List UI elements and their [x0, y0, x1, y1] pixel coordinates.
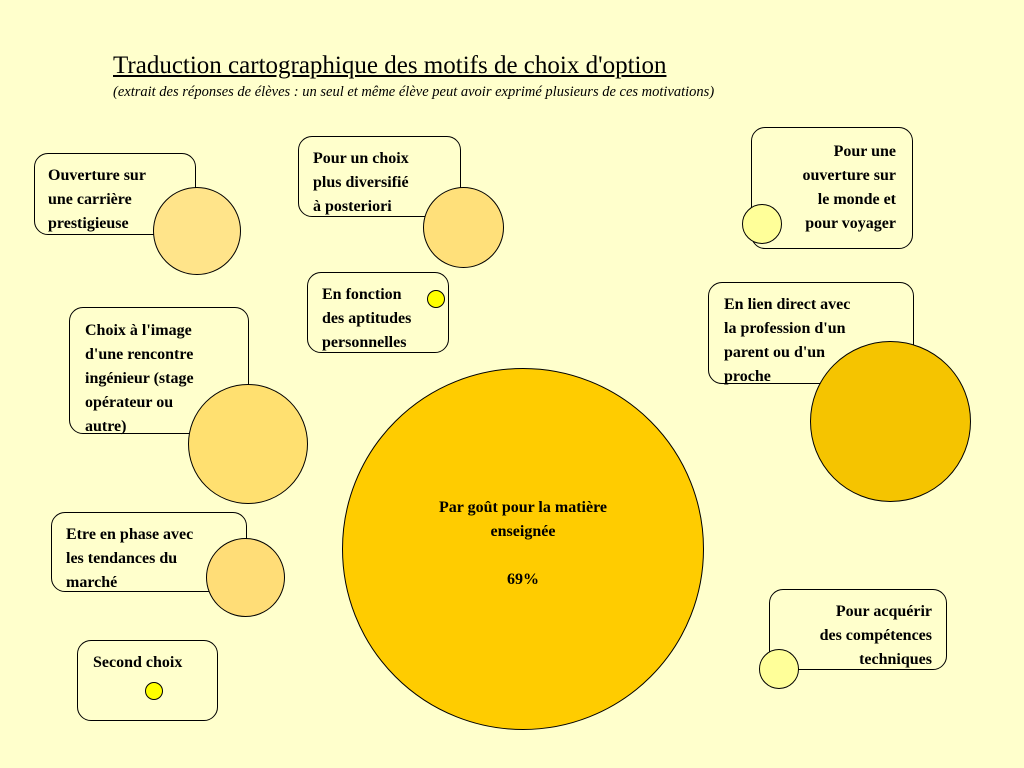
motif-label-parent: En lien direct avec la profession d'un p… [724, 296, 851, 385]
motif-circle-competences [759, 649, 799, 689]
motif-circle-second [145, 682, 163, 700]
motif-circle-parent [810, 341, 971, 502]
motif-circle-gout [342, 368, 704, 730]
motif-circle-monde [742, 204, 782, 244]
motif-value-gout: 69% [507, 571, 539, 588]
motif-box-carriere: Ouverture sur une carrière prestigieuse [34, 153, 196, 235]
motif-box-second: Second choix [77, 640, 218, 721]
motif-label-carriere: Ouverture sur une carrière prestigieuse [48, 167, 146, 232]
motif-box-parent: En lien direct avec la profession d'un p… [708, 282, 914, 385]
motif-label-gout: Par goût pour la matière enseignée [439, 499, 607, 540]
motif-circle-image [188, 384, 308, 504]
motif-label-diversifie: Pour un choix plus diversifié à posterio… [313, 150, 409, 215]
motif-circle-carriere [153, 187, 241, 275]
motif-label-second: Second choix [93, 654, 183, 671]
motif-circle-aptitudes [427, 290, 445, 308]
motif-box-monde: Pour une ouverture sur le monde et pour … [751, 127, 913, 249]
motif-box-aptitudes: En fonction des aptitudes personnelles [307, 272, 449, 353]
motif-label-monde: Pour une ouverture sur le monde et pour … [802, 143, 896, 232]
motif-label-image: Choix à l'image d'une rencontre ingénieu… [85, 322, 194, 435]
motif-box-competences: Pour acquérir des compétences techniques [769, 589, 947, 670]
page-subtitle: (extrait des réponses de élèves : un seu… [113, 84, 715, 100]
page-title: Traduction cartographique des motifs de … [113, 52, 667, 79]
motif-circle-diversifie [423, 187, 504, 268]
motif-label-marche: Etre en phase avec les tendances du marc… [66, 526, 194, 591]
motif-center-label: Par goût pour la matière enseignée 69% [342, 368, 704, 730]
motif-circle-marche [206, 538, 285, 617]
motif-box-diversifie: Pour un choix plus diversifié à posterio… [298, 136, 461, 217]
motif-label-aptitudes: En fonction des aptitudes personnelles [322, 286, 412, 351]
motif-label-competences: Pour acquérir des compétences techniques [819, 603, 932, 668]
